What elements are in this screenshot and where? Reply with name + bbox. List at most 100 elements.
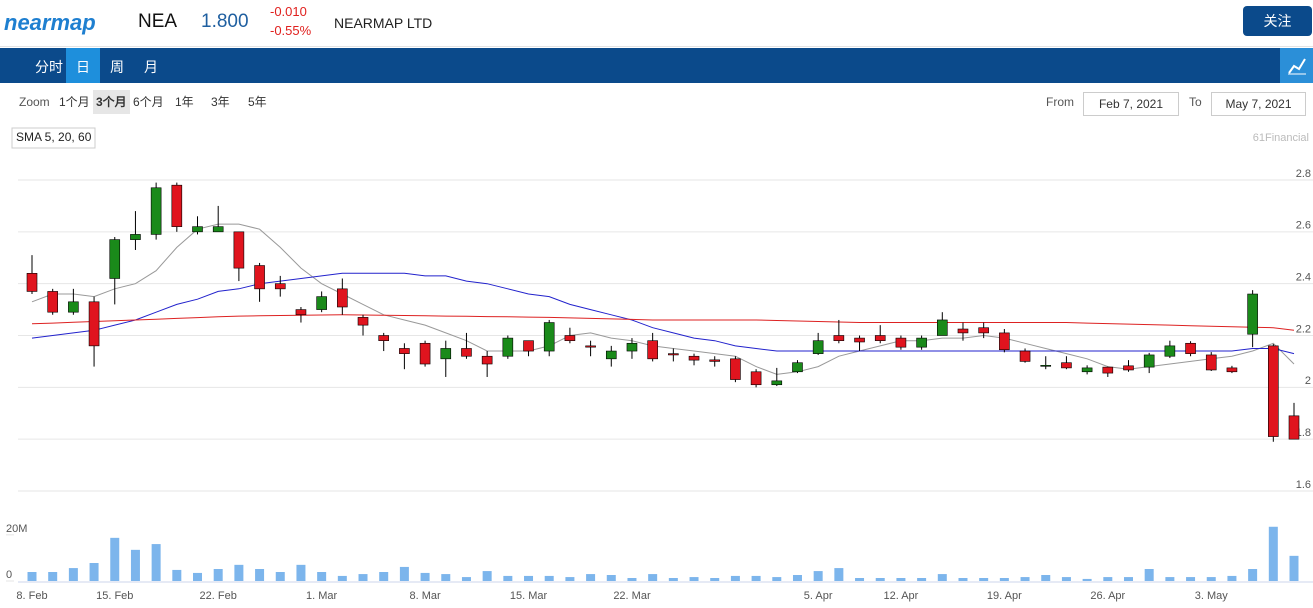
zoom-button[interactable]: 1年 bbox=[175, 95, 194, 109]
candle-body bbox=[1143, 354, 1155, 368]
zoom-button[interactable]: 5年 bbox=[248, 95, 267, 109]
candle-body bbox=[771, 380, 783, 386]
x-tick-label: 12. Apr bbox=[883, 590, 918, 602]
candle-body bbox=[750, 371, 762, 386]
candle-body bbox=[523, 340, 534, 352]
volume-bar bbox=[627, 578, 637, 581]
volume-bar bbox=[565, 577, 575, 581]
volume-bar bbox=[1041, 575, 1051, 581]
change-pct: -0.55% bbox=[270, 23, 312, 38]
volume-bar bbox=[461, 577, 471, 581]
indicator-box bbox=[11, 127, 96, 149]
candle-body bbox=[357, 317, 369, 326]
x-tick-label: 8. Feb bbox=[16, 590, 47, 602]
candle-body bbox=[212, 226, 224, 233]
volume-bar bbox=[1206, 577, 1216, 581]
chart-icon[interactable] bbox=[1280, 48, 1313, 83]
candle-body bbox=[543, 322, 555, 352]
candle-body bbox=[1061, 362, 1072, 369]
candle-body bbox=[130, 234, 141, 240]
volume-bar bbox=[379, 572, 389, 581]
candle-body bbox=[978, 327, 989, 334]
zoom-button[interactable]: 3年 bbox=[211, 95, 230, 109]
from-input[interactable]: Feb 7, 2021 bbox=[1083, 92, 1179, 116]
x-tick-label: 1. Mar bbox=[306, 590, 338, 602]
candle-body bbox=[1185, 342, 1196, 354]
credit: 61Financial bbox=[1253, 132, 1309, 144]
x-tick-label: 22. Feb bbox=[200, 590, 237, 602]
candle-body bbox=[68, 301, 79, 313]
candle-body bbox=[378, 335, 390, 341]
volume-bar bbox=[27, 572, 37, 581]
nav-tab[interactable]: 月 bbox=[144, 59, 158, 75]
nav-bar: 分时日周 月 bbox=[0, 48, 1313, 83]
candle-body bbox=[399, 348, 410, 354]
volume-bar bbox=[999, 578, 1009, 581]
candle-body bbox=[792, 362, 803, 373]
candle-body bbox=[874, 335, 886, 341]
zoom-button[interactable]: 3个月 bbox=[93, 90, 130, 114]
volume-bar bbox=[1227, 575, 1237, 581]
candle-body bbox=[647, 340, 658, 360]
candle-body bbox=[854, 337, 865, 343]
nav-tab[interactable]: 日 bbox=[66, 48, 100, 83]
volume-bar bbox=[1248, 569, 1258, 581]
x-tick-label: 15. Mar bbox=[510, 590, 548, 602]
indicator-label: SMA 5, 20, 60 bbox=[16, 130, 92, 144]
nav-tab[interactable]: 周 bbox=[110, 59, 124, 75]
candle-body bbox=[337, 288, 348, 308]
volume-bar bbox=[772, 577, 782, 581]
change: -0.010 bbox=[270, 4, 307, 19]
y-tick-label: 2 bbox=[1305, 375, 1311, 387]
volume-bar bbox=[834, 568, 844, 581]
volume-bar bbox=[151, 544, 161, 581]
y-tick-label: 2.8 bbox=[1296, 168, 1311, 180]
x-tick-label: 19. Apr bbox=[987, 590, 1022, 602]
volume-bar bbox=[48, 572, 58, 581]
candle-body bbox=[1123, 365, 1134, 371]
sma-line bbox=[31, 314, 1295, 331]
candle-body bbox=[1019, 350, 1031, 362]
volume-bar bbox=[813, 571, 823, 581]
volume-bar bbox=[896, 578, 906, 581]
volume-bar bbox=[730, 575, 740, 581]
icon bbox=[1288, 58, 1306, 75]
zoom-button[interactable]: 1个月 bbox=[59, 95, 90, 109]
candle-body bbox=[730, 358, 741, 380]
candle-body bbox=[564, 335, 576, 341]
volume-bar bbox=[1082, 578, 1092, 581]
x-tick-label: 5. Apr bbox=[804, 590, 833, 602]
candle-body bbox=[668, 353, 679, 356]
x-tick-label: 26. Apr bbox=[1090, 590, 1125, 602]
candle-body bbox=[461, 348, 472, 357]
price: 1.800 bbox=[201, 11, 249, 32]
volume-bar bbox=[503, 575, 513, 581]
follow-button[interactable]: 关注 bbox=[1243, 6, 1312, 36]
company: NEARMAP LTD bbox=[334, 15, 433, 31]
volume-bar bbox=[337, 575, 347, 581]
volume-bar bbox=[68, 568, 78, 581]
candle-body bbox=[957, 328, 969, 334]
volume-bar bbox=[524, 575, 534, 581]
volume-bar bbox=[937, 574, 947, 581]
volume-bar bbox=[1165, 577, 1175, 581]
volume-bar bbox=[1289, 555, 1299, 581]
candle-body bbox=[936, 319, 948, 336]
zoom-button[interactable]: 6个月 bbox=[133, 95, 164, 109]
volume-bar bbox=[668, 578, 678, 581]
candle-body bbox=[916, 337, 927, 348]
volume-bar bbox=[110, 537, 120, 581]
header: nearmap NEA 1.800 -0.010 -0.55% NEARMAP … bbox=[0, 0, 1313, 47]
volume-bar bbox=[275, 572, 285, 581]
volume-bar bbox=[606, 575, 616, 581]
logo[interactable]: nearmap bbox=[4, 10, 96, 35]
candle-body bbox=[481, 355, 493, 365]
to-input[interactable]: May 7, 2021 bbox=[1211, 92, 1306, 116]
volume-bar bbox=[482, 571, 492, 581]
nav-tab[interactable]: 分时 bbox=[35, 59, 63, 75]
candle-body bbox=[605, 350, 617, 360]
x-tick-label: 15. Feb bbox=[96, 590, 133, 602]
y-tick-label: 2.2 bbox=[1296, 323, 1311, 335]
volume-bar bbox=[1186, 577, 1196, 581]
